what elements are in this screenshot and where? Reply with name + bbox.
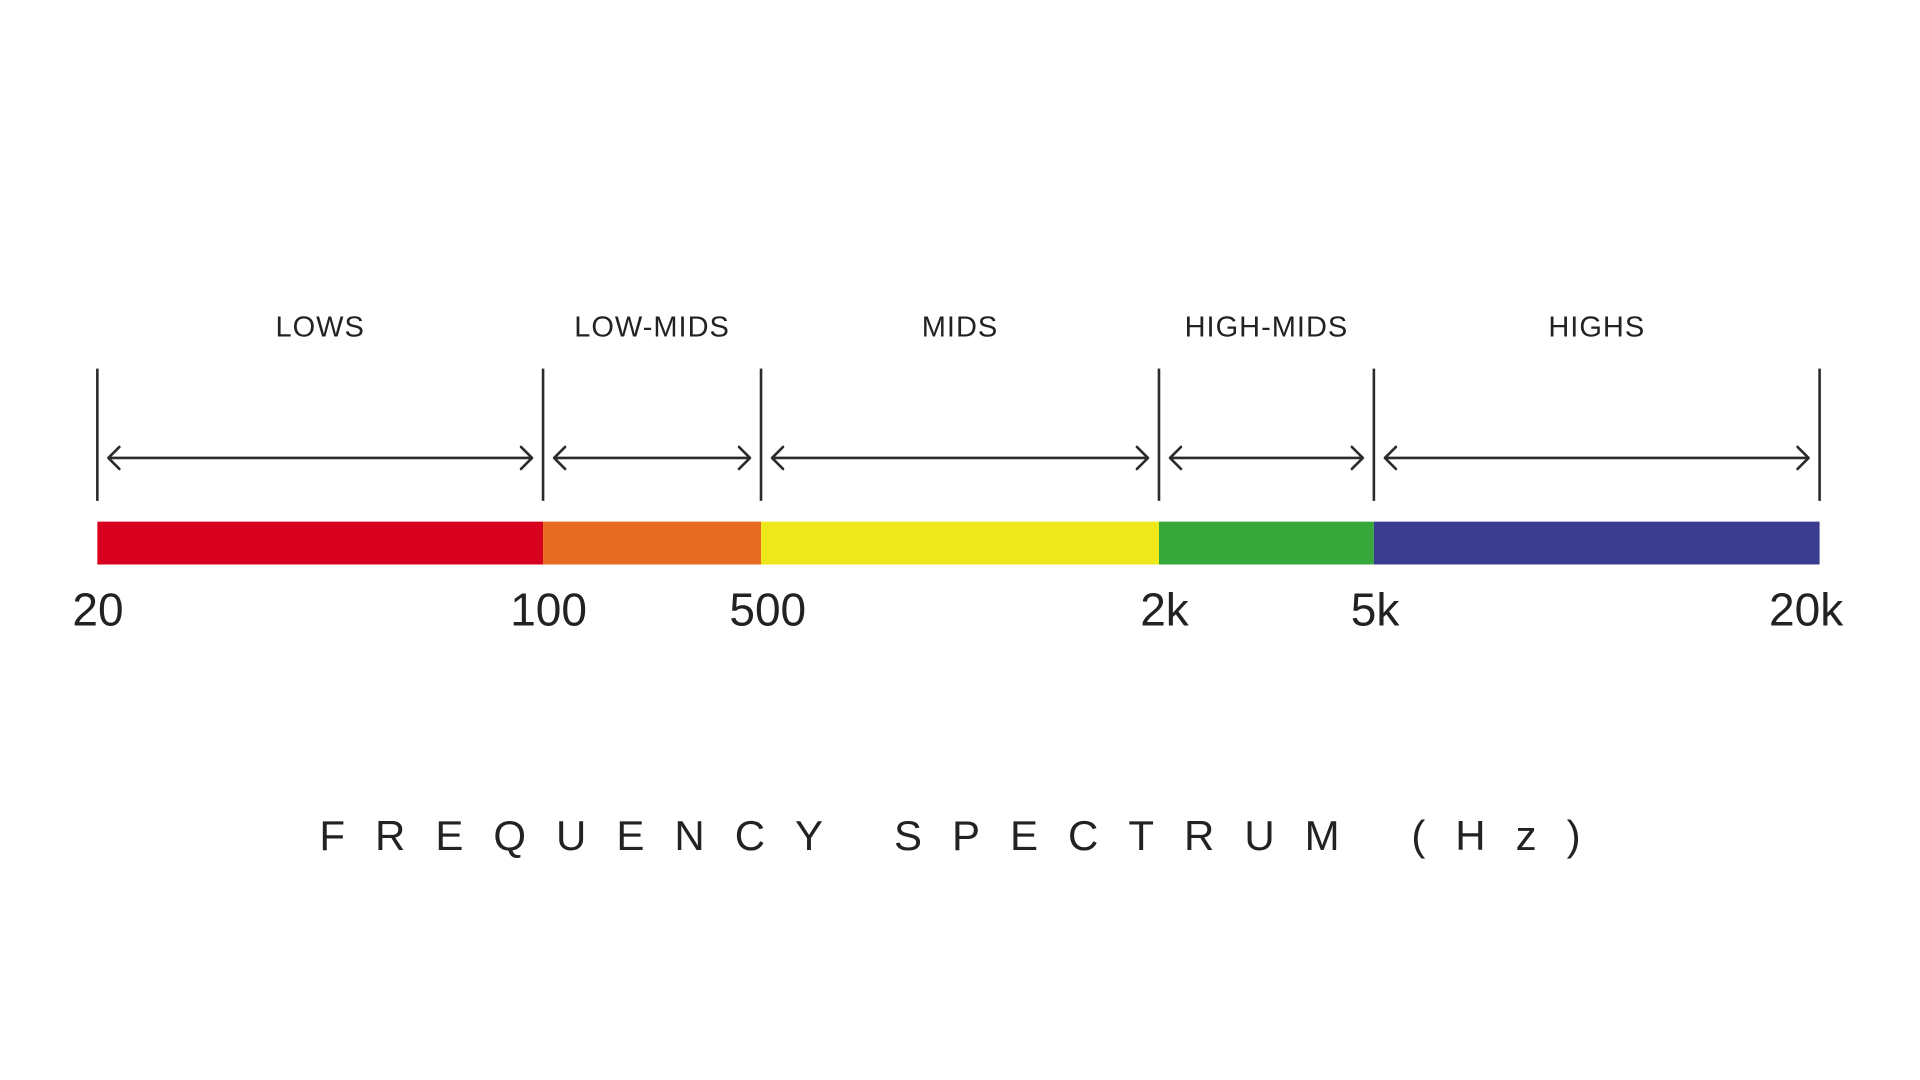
band-label-low-mids: LOW-MIDS: [574, 312, 730, 344]
band-label-mids: MIDS: [922, 312, 999, 344]
range-arrows: [107, 445, 1810, 471]
tick-label-20: 20: [72, 584, 123, 636]
arrow-lows: [107, 445, 534, 471]
tick-label-100: 100: [510, 584, 587, 636]
band-highs: [1373, 521, 1820, 565]
axis-title: FREQUENCY SPECTRUM (Hz): [319, 812, 1610, 859]
band-label-high-mids: HIGH-MIDS: [1185, 312, 1349, 344]
tick-label-500: 500: [729, 584, 806, 636]
frequency-tick-labels: 20 100 500 2k 5k 20k: [72, 584, 1844, 636]
divider-lines: [96, 368, 1821, 501]
arrow-low-mids: [552, 445, 752, 471]
band-mids: [761, 521, 1159, 565]
band-high-mids: [1158, 521, 1374, 565]
band-labels: LOWS LOW-MIDS MIDS HIGH-MIDS HIGHS: [276, 312, 1645, 344]
color-bands: [97, 521, 1820, 565]
arrow-mids: [770, 445, 1150, 471]
tick-label-2k: 2k: [1140, 584, 1190, 636]
band-lows: [97, 521, 544, 565]
band-low-mids: [543, 521, 762, 565]
band-label-highs: HIGHS: [1548, 312, 1645, 344]
tick-label-20k: 20k: [1769, 584, 1844, 636]
arrow-high-mids: [1168, 445, 1365, 471]
tick-label-5k: 5k: [1351, 584, 1401, 636]
band-label-lows: LOWS: [276, 312, 365, 344]
arrow-highs: [1383, 445, 1810, 471]
